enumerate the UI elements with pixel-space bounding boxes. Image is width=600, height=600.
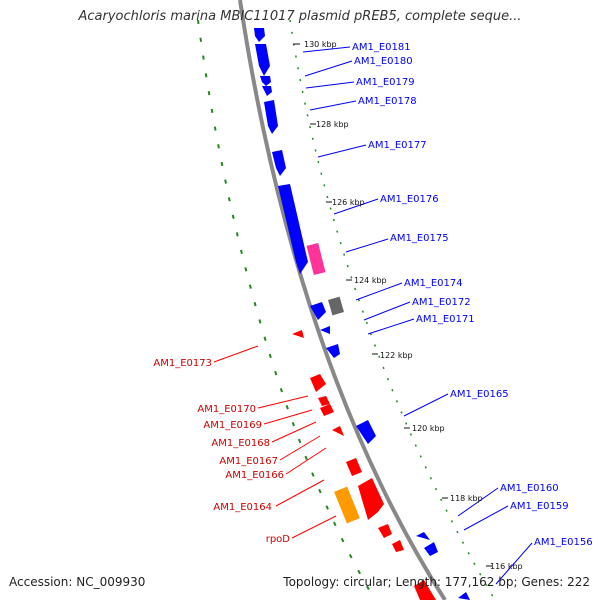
- gene-label: AM1_E0156: [534, 537, 593, 548]
- gene-label: AM1_E0170: [197, 404, 256, 415]
- gc-skew-track-outer: [289, 19, 496, 600]
- feature-pink: [306, 242, 326, 276]
- gene-label: AM1_E0168: [211, 438, 270, 449]
- tick-label: 122 kbp: [380, 351, 413, 360]
- gene-label: AM1_E0175: [390, 233, 449, 244]
- tick-label: 124 kbp: [354, 276, 387, 285]
- forward-features: [254, 28, 470, 600]
- tick-label: 118 kbp: [450, 494, 483, 503]
- feature-orange: [334, 486, 360, 524]
- forward-leaders: [302, 46, 533, 585]
- backbone-circle: [238, 0, 447, 600]
- tick-label: 128 kbp: [316, 120, 349, 129]
- accession-label: Accession: NC_009930: [9, 575, 146, 589]
- gene-label: AM1_E0174: [404, 278, 463, 289]
- gene-label: AM1_E0172: [412, 297, 471, 308]
- gene-label: AM1_E0181: [352, 42, 411, 53]
- forward-gene-labels: AM1_E0181 AM1_E0180 AM1_E0179 AM1_E0178 …: [352, 42, 593, 548]
- gene-label: AM1_E0177: [368, 140, 427, 151]
- gene-label: AM1_E0173: [153, 358, 212, 369]
- gene-label: AM1_E0169: [203, 420, 262, 431]
- map-title: Acaryochloris marina MBIC11017 plasmid p…: [78, 9, 522, 24]
- gene-label: AM1_E0166: [225, 470, 284, 481]
- gene-label: AM1_E0171: [416, 314, 475, 325]
- gene-label: AM1_E0179: [356, 77, 415, 88]
- gene-label: AM1_E0164: [213, 502, 272, 513]
- tick-label: 120 kbp: [412, 424, 445, 433]
- gene-label: AM1_E0176: [380, 194, 439, 205]
- gene-label: AM1_E0160: [500, 483, 559, 494]
- reverse-leaders: [213, 345, 337, 539]
- gene-label: AM1_E0159: [510, 501, 569, 512]
- reverse-features: [292, 330, 436, 600]
- gene-label: AM1_E0178: [358, 96, 417, 107]
- tick-label: 130 kbp: [304, 40, 337, 49]
- tick-label: 126 kbp: [332, 198, 365, 207]
- feature-grey: [328, 296, 344, 316]
- gene-label: AM1_E0165: [450, 389, 509, 400]
- gene-label: AM1_E0167: [219, 456, 278, 467]
- summary-label: Topology: circular; Length: 177,162 bp; …: [283, 575, 590, 589]
- gene-label: AM1_E0180: [354, 56, 413, 67]
- tick-label: 116 kbp: [490, 562, 523, 571]
- position-ticks: 130 kbp 128 kbp 126 kbp 124 kbp 122 kbp …: [293, 40, 523, 571]
- reverse-gene-labels: AM1_E0173 AM1_E0170 AM1_E0169 AM1_E0168 …: [153, 358, 290, 545]
- gene-label: rpoD: [266, 534, 291, 545]
